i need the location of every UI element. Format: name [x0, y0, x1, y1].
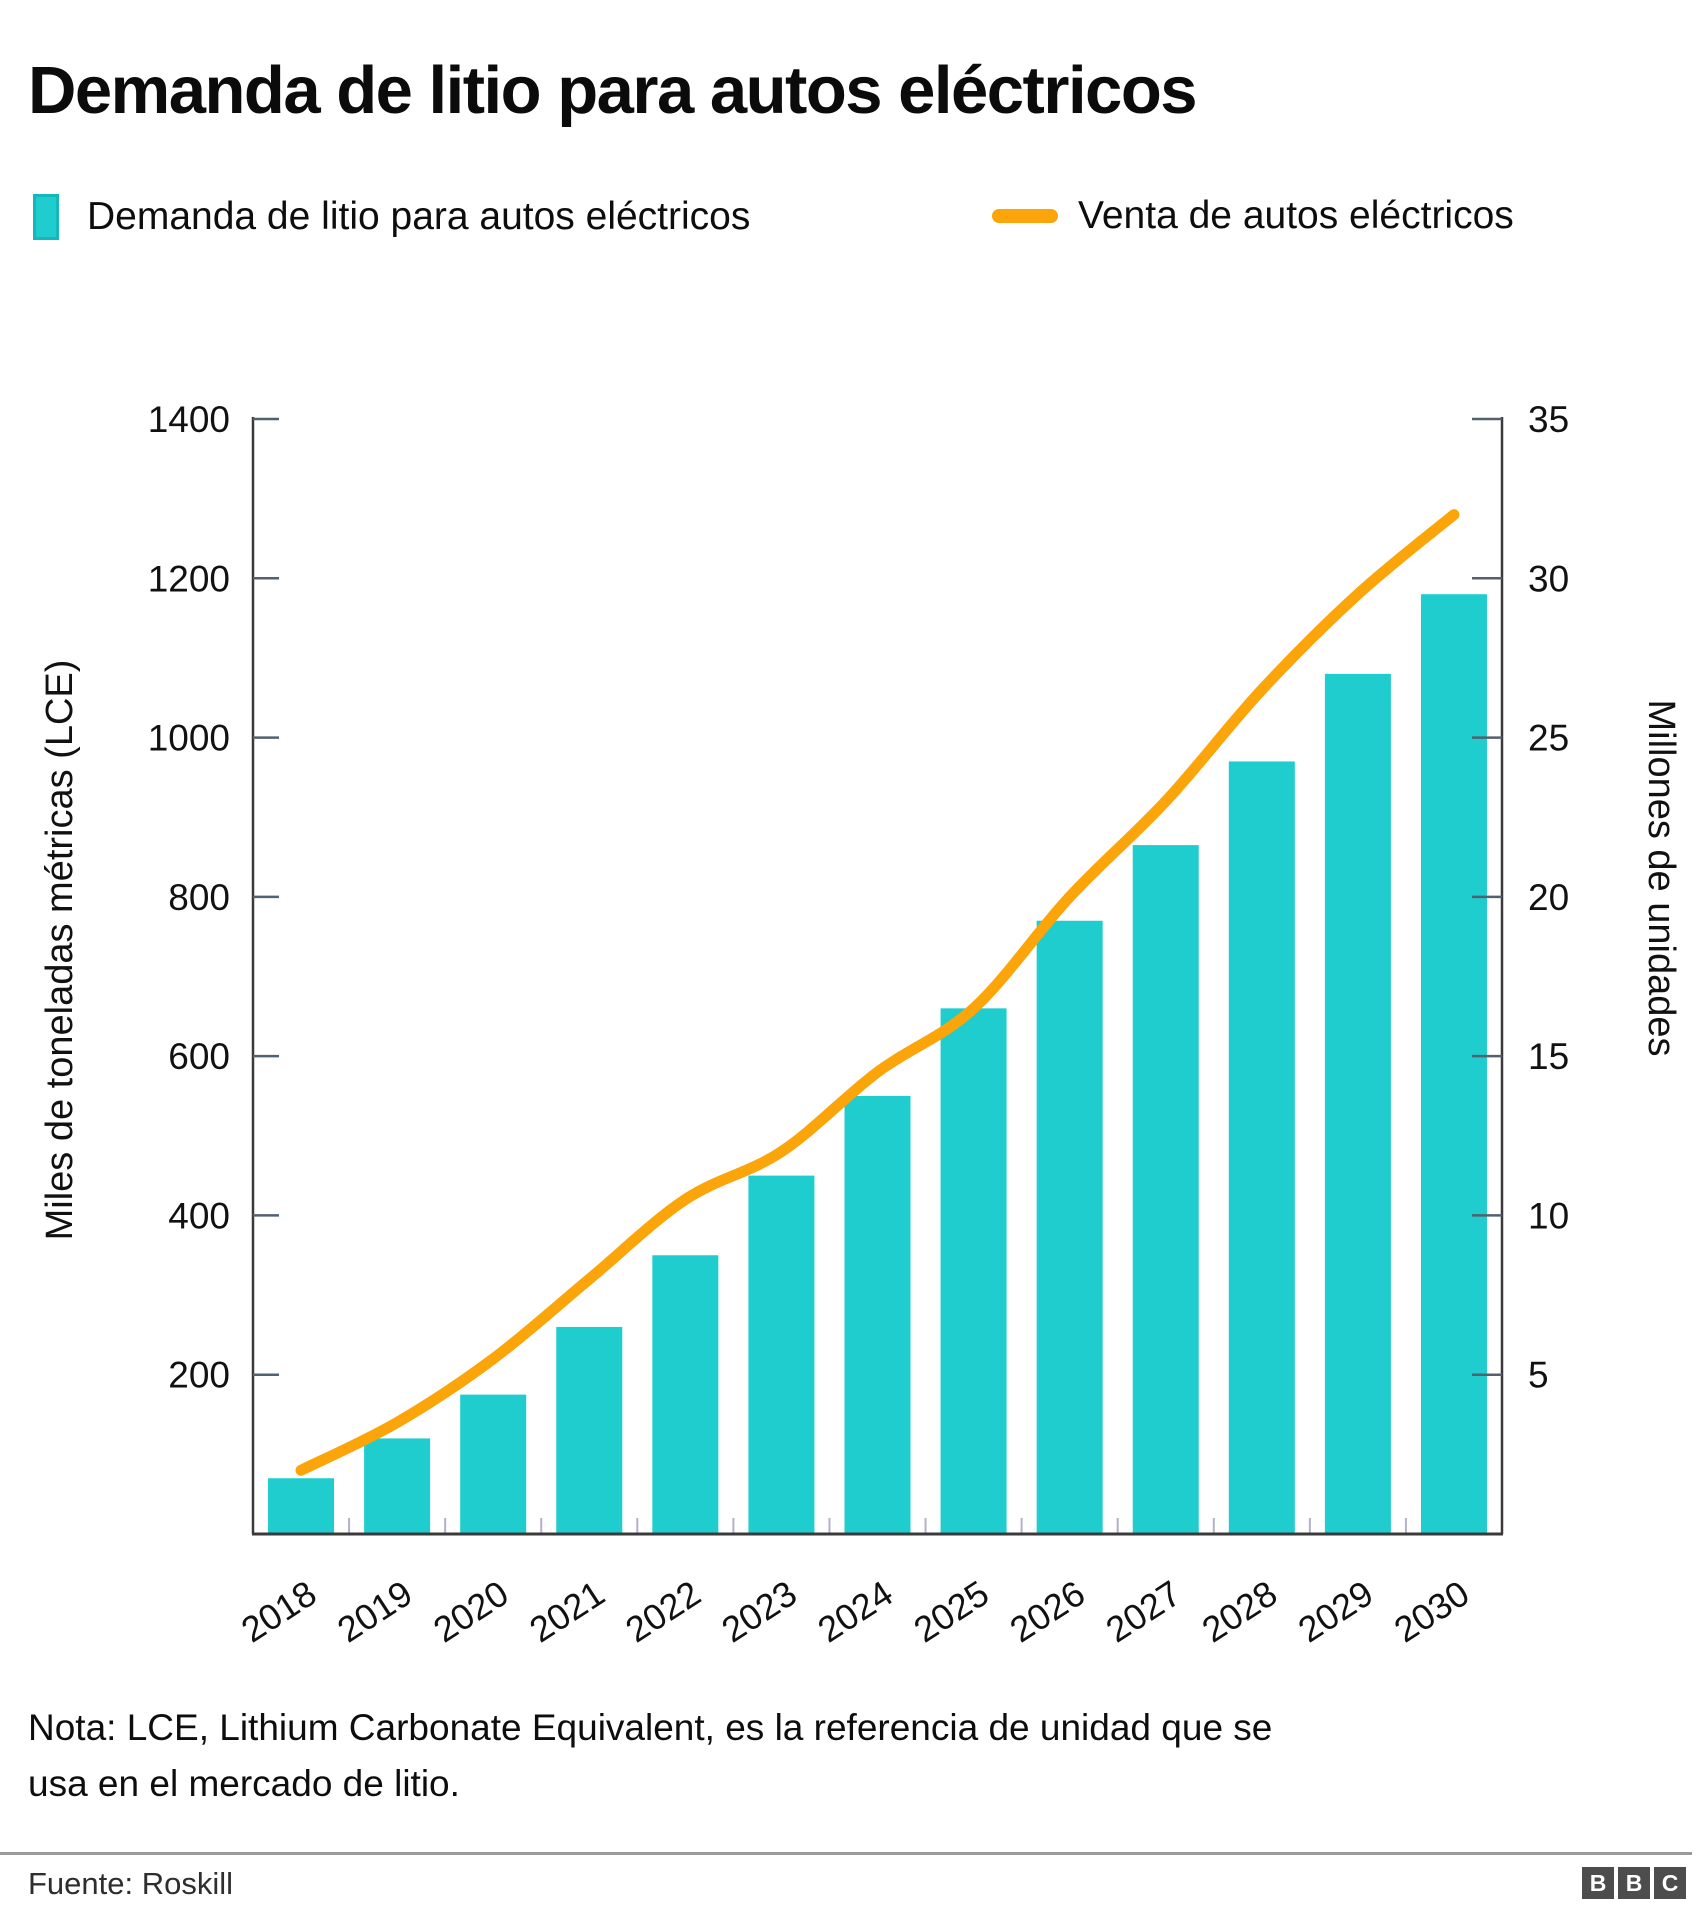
- y-right-tick-label: 10: [1528, 1195, 1569, 1236]
- y-left-tick-label: 1200: [148, 558, 230, 599]
- y-right-tick-label: 5: [1528, 1355, 1549, 1396]
- x-tick-label-2018: 2018: [234, 1572, 324, 1650]
- bbc-logo-letter: C: [1654, 1867, 1686, 1899]
- x-tick-label-2022: 2022: [618, 1572, 708, 1650]
- x-tick-label-2021: 2021: [522, 1572, 612, 1650]
- legend-line-label: Venta de autos eléctricos: [1078, 194, 1514, 237]
- chart-note: Nota: LCE, Lithium Carbonate Equivalent,…: [28, 1700, 1428, 1812]
- y-left-tick-label: 600: [168, 1036, 230, 1077]
- bar-2027: [1132, 845, 1199, 1534]
- bbc-logo-letter: B: [1582, 1867, 1614, 1899]
- y-right-tick-label: 15: [1528, 1036, 1569, 1077]
- y-left-tick-label: 200: [168, 1355, 230, 1396]
- x-tick-label-2030: 2030: [1387, 1572, 1477, 1650]
- x-tick-label-2029: 2029: [1291, 1572, 1381, 1650]
- right-axis-title: Millones de unidades: [1640, 699, 1682, 1056]
- chart-note-line1: Nota: LCE, Lithium Carbonate Equivalent,…: [28, 1707, 1273, 1748]
- chart-note-line2: usa en el mercado de litio.: [28, 1763, 460, 1804]
- x-tick-label-2019: 2019: [330, 1572, 420, 1650]
- source-credit: Fuente: Roskill: [28, 1866, 234, 1901]
- bar-2026: [1036, 920, 1103, 1534]
- line-series-swatch-icon: [992, 209, 1058, 223]
- bbc-logo: B B C: [1582, 1867, 1686, 1899]
- y-left-tick-label: 400: [168, 1195, 230, 1236]
- page-title: Demanda de litio para autos eléctricos: [28, 53, 1198, 128]
- bar-2023: [748, 1175, 815, 1534]
- bar-2021: [556, 1326, 623, 1534]
- y-right-tick-label: 20: [1528, 877, 1569, 918]
- bar-2025: [940, 1008, 1007, 1534]
- x-tick-label-2025: 2025: [906, 1572, 996, 1650]
- x-tick-label-2023: 2023: [714, 1572, 804, 1650]
- y-right-tick-label: 35: [1528, 399, 1569, 440]
- footer-divider: [0, 1852, 1692, 1855]
- ev-sales-line: [295, 509, 1460, 1476]
- x-tick-label-2024: 2024: [810, 1572, 900, 1650]
- bar-2028: [1228, 761, 1295, 1534]
- x-tick-label-2020: 2020: [426, 1572, 516, 1650]
- bar-2030: [1420, 594, 1487, 1534]
- y-left-tick-label: 1000: [148, 718, 230, 759]
- bar-2019: [364, 1438, 431, 1534]
- x-tick-label-2028: 2028: [1195, 1572, 1285, 1650]
- x-tick-label-2027: 2027: [1099, 1572, 1189, 1650]
- bar-2022: [652, 1255, 719, 1534]
- legend-bar-label: Demanda de litio para autos eléctricos: [87, 195, 751, 238]
- y-left-tick-label: 800: [168, 877, 230, 918]
- left-axis-title: Miles de toneladas métricas (LCE): [39, 660, 81, 1241]
- legend-item-bar: Demanda de litio para autos eléctricos: [33, 194, 750, 240]
- bar-2024: [844, 1095, 911, 1534]
- y-left-tick-label: 1400: [148, 399, 230, 440]
- bar-2020: [460, 1394, 527, 1534]
- y-right-tick-label: 25: [1528, 718, 1569, 759]
- bar-series-swatch-icon: [33, 194, 59, 240]
- x-tick-label-2026: 2026: [1003, 1572, 1093, 1650]
- bar-2029: [1324, 673, 1391, 1534]
- y-right-tick-label: 30: [1528, 558, 1569, 599]
- bbc-logo-letter: B: [1618, 1867, 1650, 1899]
- legend-item-line: Venta de autos eléctricos: [992, 194, 1514, 238]
- bar-2018: [268, 1478, 335, 1534]
